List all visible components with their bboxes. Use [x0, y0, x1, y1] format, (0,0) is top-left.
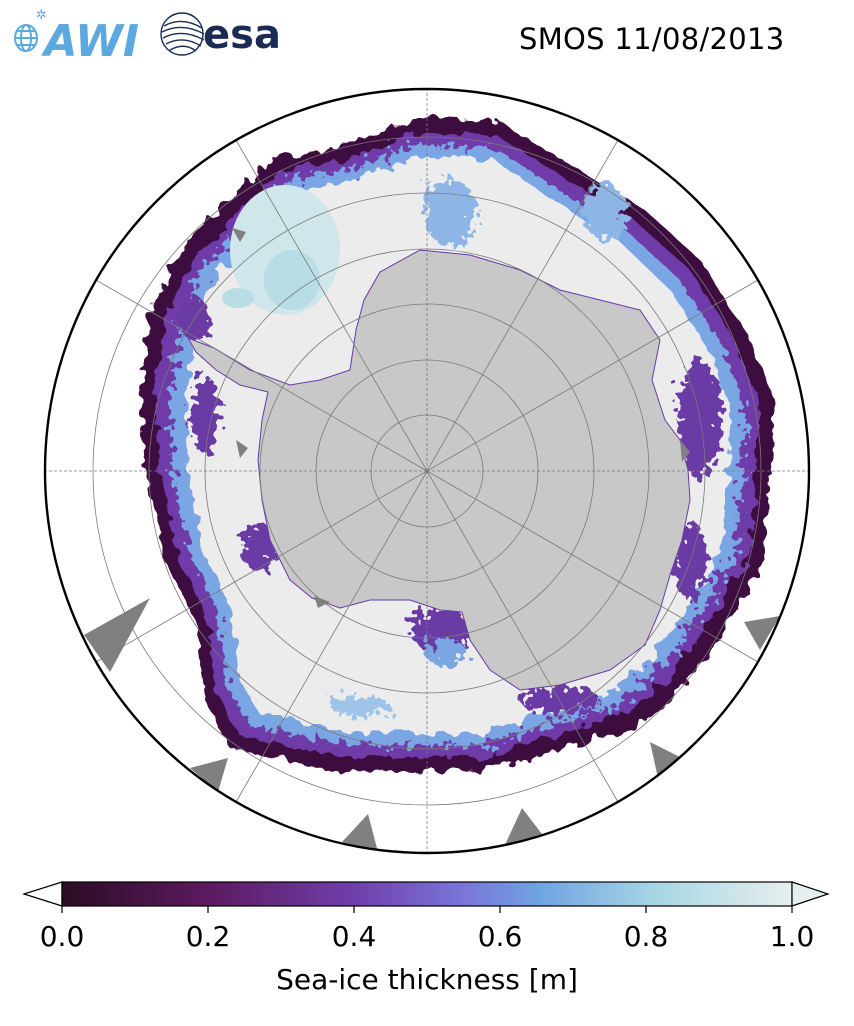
antarctica-land	[186, 249, 691, 691]
awi-logo-text: AWI	[41, 16, 139, 62]
map-boundary	[43, 87, 811, 855]
colorbar-extend-low	[22, 881, 63, 907]
esa-logo-text: esa	[203, 12, 281, 58]
colorbar-tick-label: 0.0	[39, 920, 85, 953]
awi-star-icon: ✲	[36, 8, 47, 23]
graticule-meridians	[45, 89, 809, 853]
colorbar-tick-label: 0.2	[185, 920, 231, 953]
colorbar	[22, 881, 830, 913]
colorbar-tick-label: 0.6	[477, 920, 523, 953]
awi-globe-icon	[14, 24, 38, 52]
colorbar-tick-label: 1.0	[769, 920, 815, 953]
awi-logo: ✲ AWI	[14, 8, 139, 62]
esa-logo: esa	[160, 12, 281, 58]
map-title: SMOS 11/08/2013	[519, 22, 785, 56]
colorbar-tick-label: 0.8	[623, 920, 669, 953]
colorbar-tick-label: 0.4	[331, 920, 377, 953]
esa-swirl-icon	[160, 12, 205, 56]
sea-ice-map	[43, 87, 811, 855]
missing-data-wedges	[84, 598, 780, 852]
colorbar-label: Sea-ice thickness [m]	[276, 963, 578, 996]
colorbar-ticks	[61, 906, 793, 913]
colorbar-extend-high	[791, 881, 830, 907]
colorbar-gradient	[61, 881, 793, 907]
ice-shelf-gaps	[232, 228, 690, 608]
